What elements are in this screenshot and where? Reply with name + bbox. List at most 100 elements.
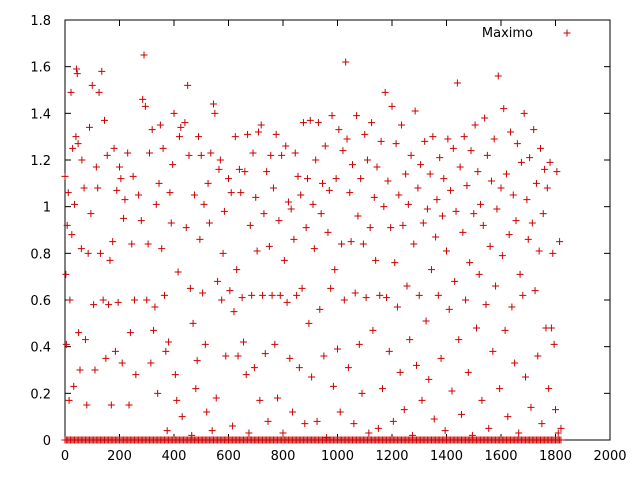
x-tick-label: 1800 xyxy=(539,449,572,464)
data-point xyxy=(434,291,442,299)
data-point xyxy=(245,429,253,437)
data-point xyxy=(321,142,329,150)
data-point xyxy=(492,282,500,290)
data-point xyxy=(68,231,76,239)
data-point xyxy=(370,193,378,201)
data-point xyxy=(259,291,267,299)
data-point xyxy=(317,210,325,218)
data-point xyxy=(102,354,110,362)
data-point xyxy=(249,149,257,157)
data-point xyxy=(366,224,374,232)
data-point xyxy=(87,210,95,218)
data-point xyxy=(201,340,209,348)
data-point xyxy=(479,221,487,229)
data-point xyxy=(175,133,183,141)
data-point xyxy=(208,427,216,435)
data-point xyxy=(250,364,258,372)
data-point xyxy=(117,175,125,183)
data-point xyxy=(418,396,426,404)
data-point xyxy=(152,200,160,208)
data-point xyxy=(257,121,265,129)
x-tick-label: 1200 xyxy=(375,449,408,464)
data-point xyxy=(543,184,551,192)
data-point xyxy=(470,210,478,218)
data-point xyxy=(496,385,504,393)
data-point xyxy=(88,81,96,89)
data-point xyxy=(62,270,70,278)
data-point xyxy=(279,429,287,437)
data-point xyxy=(219,249,227,257)
data-point xyxy=(299,119,307,127)
data-point xyxy=(200,200,208,208)
data-point xyxy=(204,179,212,187)
data-point xyxy=(448,387,456,395)
data-point xyxy=(320,352,328,360)
data-point xyxy=(120,214,128,222)
data-point xyxy=(414,184,422,192)
data-point xyxy=(242,371,250,379)
data-point xyxy=(515,429,523,437)
data-point xyxy=(380,203,388,211)
data-point xyxy=(388,102,396,110)
data-point xyxy=(241,168,249,176)
data-point xyxy=(163,427,171,435)
data-point xyxy=(475,270,483,278)
data-point xyxy=(430,415,438,423)
data-point xyxy=(363,156,371,164)
data-point xyxy=(358,389,366,397)
data-point xyxy=(519,291,527,299)
data-point xyxy=(354,212,362,220)
y-tick-label: 1.4 xyxy=(30,107,51,122)
data-point xyxy=(368,119,376,127)
data-point xyxy=(239,338,247,346)
data-point-baseline xyxy=(557,436,565,444)
data-point xyxy=(158,245,166,253)
data-point xyxy=(523,196,531,204)
data-point xyxy=(423,205,431,213)
data-point xyxy=(407,151,415,159)
data-point xyxy=(383,294,391,302)
data-point xyxy=(294,172,302,180)
data-point xyxy=(457,410,465,418)
data-point xyxy=(290,235,298,243)
data-point xyxy=(107,401,115,409)
data-point xyxy=(500,105,508,113)
data-point xyxy=(391,259,399,267)
data-point xyxy=(293,291,301,299)
data-point xyxy=(378,385,386,393)
data-point xyxy=(237,189,245,197)
data-point xyxy=(184,81,192,89)
data-point xyxy=(276,291,284,299)
data-point xyxy=(272,130,280,138)
data-point xyxy=(207,149,215,157)
data-point xyxy=(389,417,397,425)
data-point xyxy=(203,408,211,416)
data-point xyxy=(263,168,271,176)
data-point xyxy=(81,336,89,344)
data-point xyxy=(65,396,73,404)
data-point xyxy=(508,303,516,311)
data-point xyxy=(546,158,554,166)
data-point xyxy=(75,329,83,337)
data-point xyxy=(275,217,283,225)
data-point xyxy=(497,184,505,192)
data-point xyxy=(160,291,168,299)
data-point xyxy=(80,184,88,192)
data-point xyxy=(482,301,490,309)
data-point xyxy=(524,235,532,243)
x-tick-label: 200 xyxy=(107,449,132,464)
data-point xyxy=(419,219,427,227)
data-point xyxy=(436,154,444,162)
data-point xyxy=(83,401,91,409)
data-point xyxy=(429,133,437,141)
data-point xyxy=(329,382,337,390)
data-point xyxy=(78,156,86,164)
data-point xyxy=(313,417,321,425)
data-point xyxy=(271,340,279,348)
data-point xyxy=(141,102,149,110)
data-point xyxy=(165,338,173,346)
data-point xyxy=(327,284,335,292)
data-point xyxy=(284,198,292,206)
data-point xyxy=(167,219,175,227)
data-point xyxy=(227,189,235,197)
